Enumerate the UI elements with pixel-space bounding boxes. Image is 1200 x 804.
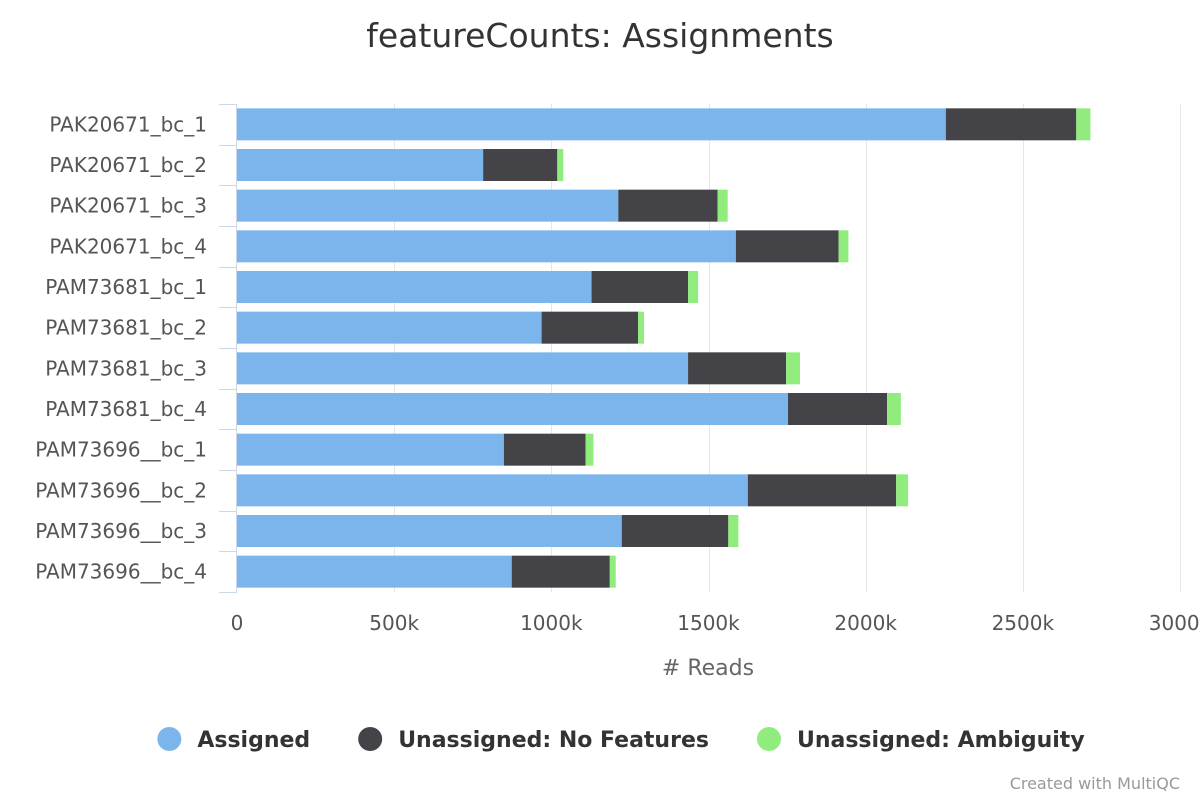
bar-segment[interactable] bbox=[503, 433, 586, 466]
x-tick-label: 500k bbox=[369, 611, 419, 635]
bar-segment[interactable] bbox=[688, 352, 787, 385]
bar-segment[interactable] bbox=[591, 271, 689, 303]
legend-item[interactable]: Unassigned: No Features bbox=[358, 727, 709, 753]
bar-segment[interactable] bbox=[688, 271, 699, 303]
bars bbox=[237, 108, 1091, 588]
category-label: PAM73681_bc_4 bbox=[45, 397, 207, 421]
category-label: PAK20671_bc_1 bbox=[49, 112, 207, 136]
bar-segment[interactable] bbox=[786, 352, 800, 385]
bar-segment[interactable] bbox=[237, 433, 504, 466]
bar-segment[interactable] bbox=[638, 311, 645, 344]
bar-segment[interactable] bbox=[1076, 108, 1091, 141]
bar-segment[interactable] bbox=[237, 271, 592, 303]
bar-segment[interactable] bbox=[945, 108, 1077, 141]
legend-label: Unassigned: No Features bbox=[398, 728, 709, 753]
legend[interactable]: Assigned Unassigned: No Features Unassigne… bbox=[157, 727, 1085, 753]
category-label: PAK20671_bc_3 bbox=[49, 194, 207, 218]
legend-label: Assigned bbox=[197, 728, 310, 753]
category-label: PAK20671_bc_2 bbox=[49, 153, 207, 177]
legend-item[interactable]: Assigned bbox=[157, 727, 310, 753]
bar-segment[interactable] bbox=[838, 230, 849, 263]
chart-title: featureCounts: Assignments bbox=[366, 16, 833, 55]
category-label: PAM73681_bc_1 bbox=[45, 275, 207, 299]
bar-segment[interactable] bbox=[585, 433, 594, 466]
x-axis-title: # Reads bbox=[662, 656, 754, 681]
legend-swatch bbox=[358, 727, 383, 751]
bar-segment[interactable] bbox=[887, 393, 901, 425]
bar-segment[interactable] bbox=[609, 555, 616, 588]
bar-segment[interactable] bbox=[728, 515, 739, 547]
x-tick-labels: 0 500k 1000k 1500k 2000k 2500k 3000k bbox=[231, 611, 1200, 635]
category-label: PAM73696__bc_1 bbox=[35, 438, 207, 462]
bar-segment[interactable] bbox=[735, 230, 839, 263]
bar-segment[interactable] bbox=[541, 311, 639, 344]
grid-lines bbox=[394, 104, 1181, 592]
bar-segment[interactable] bbox=[237, 311, 542, 344]
bar-segment[interactable] bbox=[237, 474, 748, 507]
legend-swatch bbox=[756, 727, 781, 751]
x-tick-label: 0 bbox=[231, 611, 244, 635]
bar-segment[interactable] bbox=[237, 189, 619, 222]
bar-segment[interactable] bbox=[896, 474, 909, 507]
x-tick-label: 1500k bbox=[677, 611, 740, 635]
axes bbox=[219, 104, 237, 593]
category-label: PAM73681_bc_3 bbox=[45, 356, 207, 380]
bar-segment[interactable] bbox=[237, 108, 946, 141]
bar-segment[interactable] bbox=[557, 149, 564, 181]
category-label: PAM73696__bc_2 bbox=[35, 478, 207, 502]
bar-segment[interactable] bbox=[511, 555, 610, 588]
bar-segment[interactable] bbox=[747, 474, 897, 507]
bar-segment[interactable] bbox=[237, 555, 512, 588]
legend-label: Unassigned: Ambiguity bbox=[797, 728, 1085, 753]
bar-segment[interactable] bbox=[237, 515, 622, 547]
x-tick-label: 2000k bbox=[834, 611, 897, 635]
category-label: PAM73696__bc_4 bbox=[35, 560, 207, 584]
bar-segment[interactable] bbox=[483, 149, 558, 181]
category-label: PAM73681_bc_2 bbox=[45, 316, 207, 340]
bar-segment[interactable] bbox=[237, 149, 484, 181]
x-tick-label: 1000k bbox=[520, 611, 583, 635]
bar-segment[interactable] bbox=[237, 352, 689, 385]
x-tick-label: 3000k bbox=[1149, 611, 1200, 635]
legend-item[interactable]: Unassigned: Ambiguity bbox=[756, 727, 1085, 753]
category-labels: PAK20671_bc_1 PAK20671_bc_2 PAK20671_bc_3 P… bbox=[35, 112, 207, 583]
bar-segment[interactable] bbox=[788, 393, 888, 425]
bar-segment[interactable] bbox=[618, 189, 718, 222]
x-tick-label: 2500k bbox=[992, 611, 1055, 635]
bar-segment[interactable] bbox=[237, 393, 789, 425]
credit-text[interactable]: Created with MultiQC bbox=[1010, 774, 1180, 793]
category-label: PAM73696__bc_3 bbox=[35, 519, 207, 543]
category-label: PAK20671_bc_4 bbox=[49, 234, 207, 258]
bar-segment[interactable] bbox=[621, 515, 729, 547]
legend-swatch bbox=[157, 727, 182, 751]
bar-segment[interactable] bbox=[717, 189, 728, 222]
bar-segment[interactable] bbox=[237, 230, 736, 263]
